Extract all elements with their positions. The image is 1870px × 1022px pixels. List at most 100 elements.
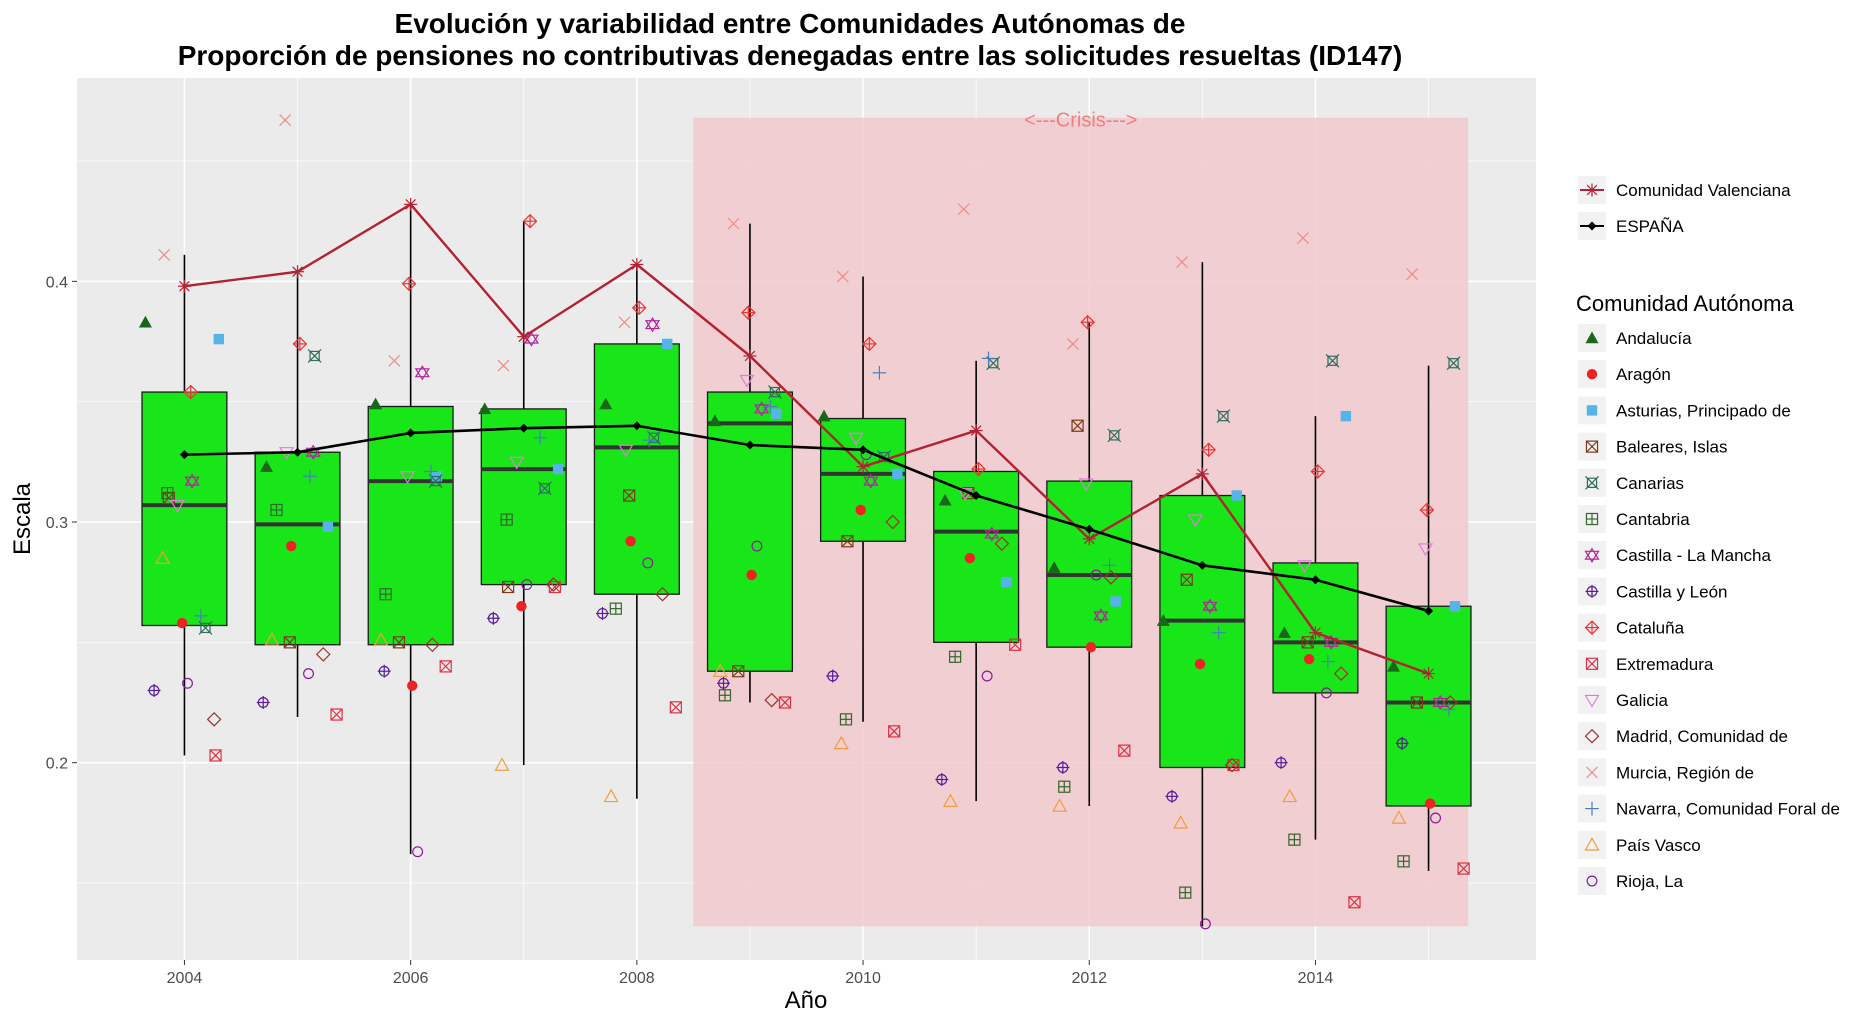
- point-9-1: [330, 708, 343, 721]
- point-11-3: [546, 577, 561, 592]
- point-1-9-shape: [1194, 658, 1206, 670]
- point-3-8-stroke: [1071, 419, 1084, 432]
- point-6-2: [414, 365, 430, 381]
- point-1-6: [855, 504, 866, 516]
- point-6-7-shape: [984, 526, 1000, 539]
- point-3-10-shape: [1301, 636, 1314, 649]
- y-axis-title: Escala: [9, 482, 36, 555]
- line-0-marker-5-stroke: [744, 350, 756, 362]
- point-12-4-stroke: [618, 316, 631, 329]
- line-1-marker-4-shape: [632, 421, 642, 431]
- line-0-marker-11-stroke: [1423, 668, 1434, 679]
- point-11-2: [425, 637, 440, 653]
- legend-key-marker-shape: [1587, 221, 1597, 231]
- point-3-3-stroke: [502, 581, 515, 593]
- point-12-6: [836, 270, 849, 283]
- legend-key-bg: [1578, 541, 1606, 570]
- point-4-11: [1446, 356, 1461, 371]
- point-2-1: [322, 521, 334, 533]
- point-5-2: [379, 588, 392, 601]
- point-0-5: [708, 414, 722, 427]
- box-2005: [254, 451, 341, 646]
- line-1-marker-9-shape: [1197, 560, 1207, 570]
- point-12-7: [957, 203, 970, 216]
- point-9-2-shape: [439, 660, 452, 673]
- point-0-3-shape: [478, 402, 492, 415]
- legend-key-3: [1585, 440, 1599, 453]
- legend-key-14: [1584, 837, 1600, 851]
- y-tick-label: 0.3: [46, 515, 68, 532]
- point-12-1-stroke: [279, 114, 292, 127]
- point-11-7: [994, 536, 1010, 552]
- point-3-4-stroke: [623, 489, 636, 502]
- legend-series-label-14: País Vasco: [1616, 836, 1701, 855]
- line-0-marker-8-stroke: [1083, 533, 1095, 545]
- point-4-11-shape: [1448, 358, 1459, 369]
- point-3-1-stroke: [283, 636, 296, 649]
- legend: Comunidad Valenciana ESPAÑA Comunidad Autó…: [1576, 176, 1840, 895]
- box-2012: [1046, 480, 1133, 648]
- point-14-4: [603, 788, 619, 803]
- point-4-5: [768, 385, 782, 399]
- point-2-10: [1340, 410, 1352, 422]
- point-6-5: [754, 401, 770, 417]
- point-11-4: [655, 586, 670, 602]
- point-3-9-shape: [1180, 573, 1193, 586]
- point-3-8-shape: [1071, 419, 1084, 432]
- point-3-8: [1071, 419, 1084, 432]
- box-2008: [593, 343, 680, 595]
- point-2-5: [771, 408, 782, 419]
- point-6-4-shape2: [644, 320, 661, 333]
- point-10-8-shape: [1078, 478, 1094, 492]
- point-11-0-shape: [206, 711, 222, 727]
- point-12-10-stroke: [1297, 232, 1309, 244]
- point-4-2-shape: [430, 475, 441, 487]
- legend-key-marker: [1585, 183, 1599, 197]
- point-0-3: [478, 402, 492, 415]
- line-1-marker-7-shape: [971, 491, 981, 501]
- point-2-11-shape: [1449, 601, 1461, 612]
- legend-key-9-shape: [1585, 657, 1599, 670]
- point-10-0: [169, 500, 185, 513]
- point-14-11: [1391, 810, 1407, 824]
- legend-series-label-11: Madrid, Comunidad de: [1616, 727, 1788, 746]
- point-4-1-shape: [309, 350, 320, 362]
- legend-key-11: [1584, 728, 1600, 744]
- line-1-marker-5-shape: [745, 440, 755, 450]
- point-11-0: [206, 711, 222, 727]
- point-9-5-shape: [778, 696, 792, 709]
- point-9-0: [209, 749, 222, 762]
- point-4-3: [537, 481, 552, 496]
- point-9-8-stroke: [1118, 744, 1131, 757]
- point-13-10: [1321, 654, 1335, 669]
- point-13-8: [1102, 558, 1117, 573]
- line-0-marker-4: [630, 258, 644, 272]
- point-9-0-shape: [209, 749, 222, 762]
- legend-key-10: [1584, 694, 1600, 708]
- legend-key-12: [1586, 766, 1598, 779]
- point-3-0: [162, 491, 175, 505]
- legend-key-5: [1585, 512, 1599, 526]
- line-1-marker-11-shape: [1424, 606, 1434, 616]
- point-1-2-shape: [407, 680, 418, 691]
- point-4-0: [198, 620, 213, 635]
- legend-key-11-shape: [1584, 728, 1600, 744]
- line-0-marker-7-stroke: [970, 425, 982, 436]
- point-14-1: [264, 632, 280, 646]
- point-7-11: [1395, 736, 1409, 750]
- legend-series-label-13: Navarra, Comunidad Foral de: [1616, 800, 1840, 819]
- point-12-2-stroke: [388, 354, 401, 367]
- point-5-10: [1288, 833, 1301, 846]
- point-2-9: [1231, 490, 1242, 501]
- legend-key-8: [1584, 620, 1600, 635]
- point-0-11: [1386, 659, 1400, 672]
- point-6-0-shape2: [184, 476, 200, 489]
- line-0-marker-7: [969, 424, 983, 438]
- line-1-marker-2: [406, 428, 416, 438]
- x-tick-label: 2008: [619, 970, 655, 987]
- point-9-7-shape: [1009, 638, 1022, 651]
- point-3-4: [622, 489, 636, 502]
- legend-series-label-0: Andalucía: [1616, 329, 1692, 348]
- box-2006: [367, 405, 454, 646]
